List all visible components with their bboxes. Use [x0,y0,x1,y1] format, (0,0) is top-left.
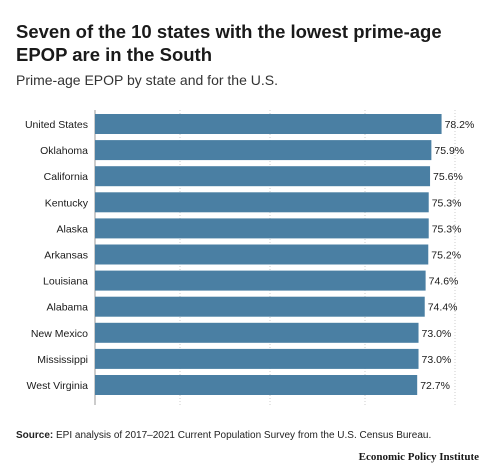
category-label: Louisiana [43,276,88,288]
bar [95,140,432,161]
category-label: Oklahoma [40,145,88,157]
category-label: New Mexico [31,328,88,340]
bar [95,322,419,343]
value-label: 75.2% [431,250,461,262]
chart-bars [95,114,442,395]
value-label: 73.0% [422,328,452,340]
category-label: California [44,171,89,183]
chart-subtitle: Prime-age EPOP by state and for the U.S. [16,72,278,88]
value-label: 75.9% [434,145,464,157]
value-label: 74.4% [428,302,458,314]
value-label: 75.3% [432,223,462,235]
category-label: United States [25,119,88,131]
bar [95,270,426,291]
value-labels: 78.2% 75.9% 75.6% 75.3% 75.3% 75.2% 74.6% 74.4%… [420,119,474,392]
bar [95,218,429,239]
value-label: 74.6% [429,276,459,288]
bar [95,192,429,213]
chart-title: Seven of the 10 states with the lowest p… [16,21,442,65]
bar [95,375,418,395]
value-label: 72.7% [420,380,450,392]
category-label: West Virginia [27,380,89,392]
source-note: Source: EPI analysis of 2017–2021 Curren… [16,430,476,441]
epi-logo: Economic Policy Institute [358,451,479,463]
value-label: 73.0% [422,354,452,366]
category-label: Mississippi [37,354,88,366]
bar [95,348,419,369]
category-label: Arkansas [44,250,88,262]
category-label: Kentucky [45,197,89,209]
category-label: Alaska [56,223,88,235]
value-label: 78.2% [445,119,475,131]
value-label: 75.3% [432,197,462,209]
bar [95,244,429,265]
category-label: Alabama [47,302,89,314]
bar [95,114,442,134]
bar [95,296,425,317]
bar [95,166,431,187]
category-labels: United States Oklahoma California Kentucky A… [25,119,89,392]
source-label: Source: [16,430,54,441]
source-text: EPI analysis of 2017–2021 Current Popula… [53,430,432,441]
value-label: 75.6% [433,171,463,183]
